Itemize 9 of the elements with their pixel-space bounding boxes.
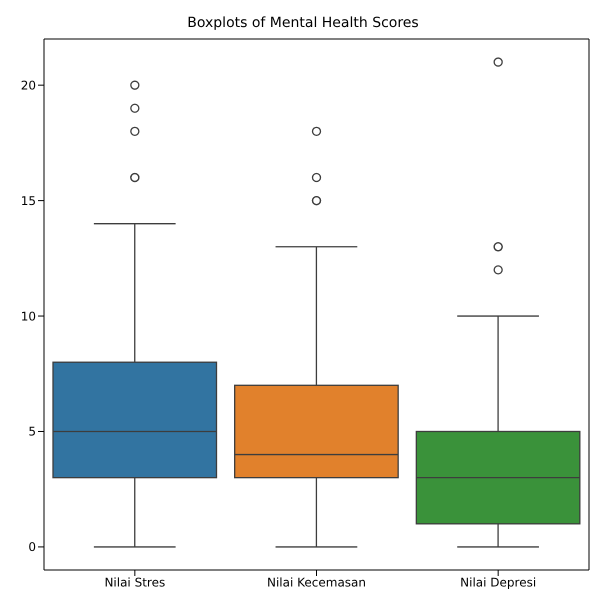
x-tick-label: Nilai Stres: [104, 576, 166, 590]
y-tick-label: 10: [20, 309, 36, 324]
x-tick-label: Nilai Kecemasan: [266, 576, 366, 590]
y-tick-label: 0: [28, 540, 36, 554]
chart-title: Boxplots of Mental Health Scores: [186, 14, 420, 32]
y-tick-label: 20: [20, 78, 36, 92]
y-tick-label: 5: [28, 424, 36, 439]
x-tick-label: Nilai Depresi: [460, 576, 536, 590]
y-tick-label: 15: [20, 194, 36, 208]
